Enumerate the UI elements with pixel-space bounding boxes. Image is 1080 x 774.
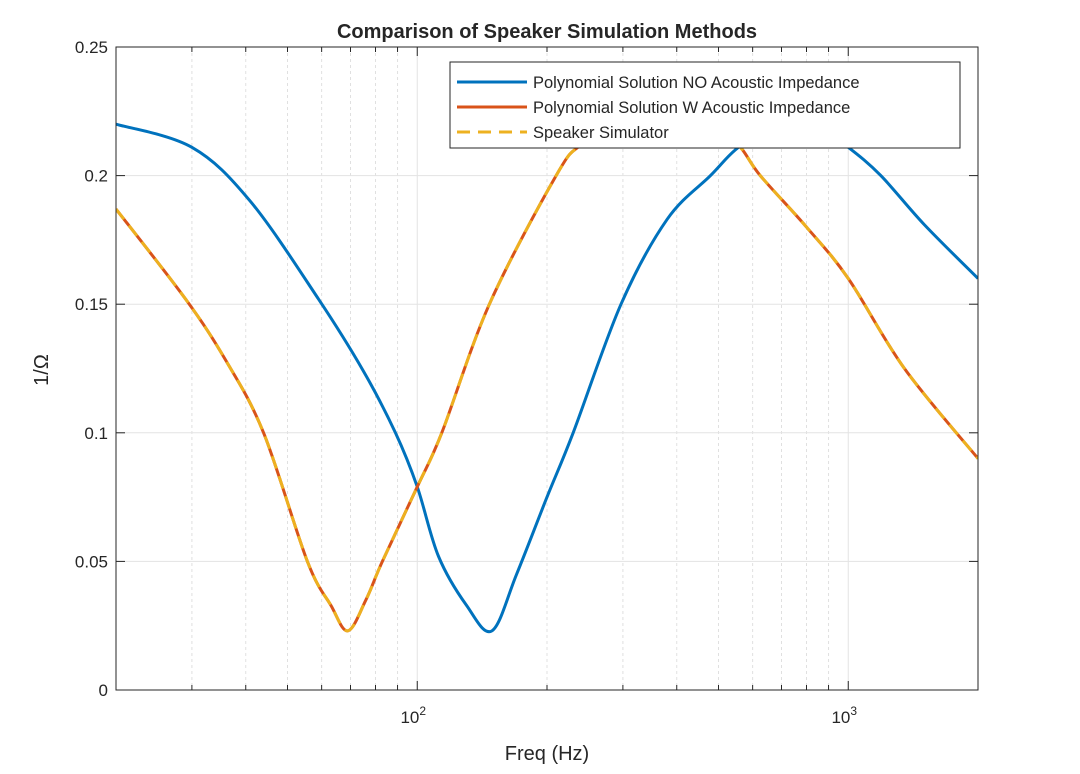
x-axis-label: Freq (Hz) [505, 743, 589, 765]
y-tick-label: 0 [99, 681, 108, 700]
y-tick-label: 0.1 [84, 424, 108, 443]
series-line-2 [116, 109, 978, 633]
legend-label-0: Polynomial Solution NO Acoustic Impedanc… [533, 74, 860, 92]
ticks: 0 0.05 0.1 0.15 0.2 0.25 102 103 [75, 38, 979, 727]
y-tick-label: 0.15 [75, 295, 108, 314]
x-tick-exponent: 2 [419, 704, 426, 718]
y-axis-label: 1/Ω [31, 354, 53, 386]
x-tick-label: 103 [831, 704, 857, 727]
x-tick-label: 102 [400, 704, 426, 727]
legend-label-2: Speaker Simulator [533, 124, 669, 142]
legend-box [449, 61, 961, 149]
chart-title: Comparison of Speaker Simulation Methods [337, 21, 757, 43]
x-tick-exponent: 3 [850, 704, 857, 718]
y-tick-label: 0.05 [75, 552, 108, 571]
y-tick-label: 0.2 [84, 167, 108, 186]
y-tick-label: 0.25 [75, 38, 108, 57]
legend-label-1: Polynomial Solution W Acoustic Impedance [533, 99, 850, 117]
legend: Polynomial Solution NO Acoustic Impedanc… [449, 61, 961, 149]
